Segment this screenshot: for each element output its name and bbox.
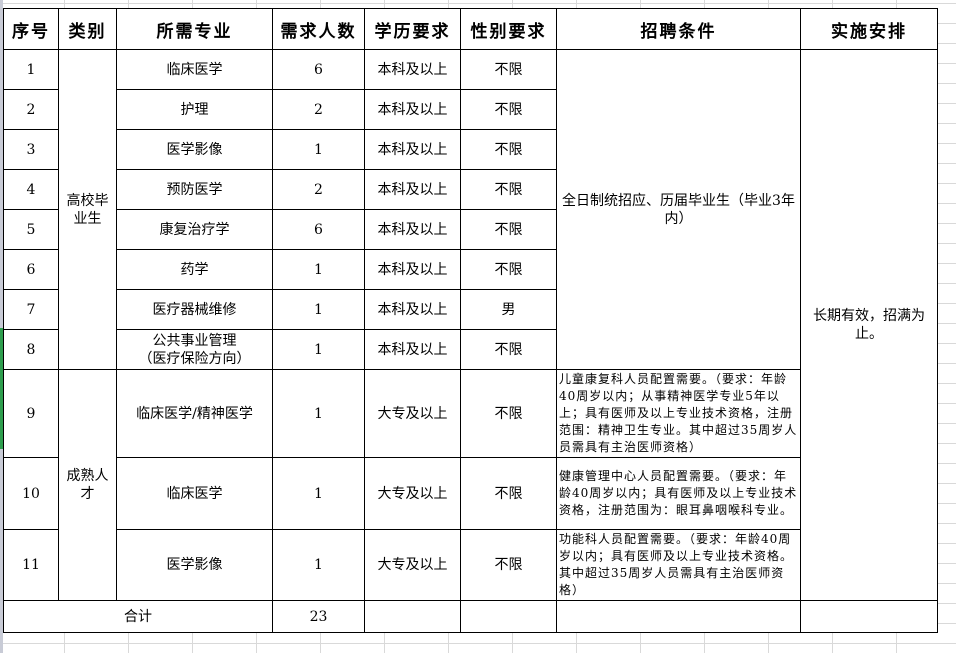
cell-major[interactable]: 临床医学 (116, 457, 273, 530)
cell-major[interactable]: 临床医学/精神医学 (116, 369, 273, 458)
cell-conditions[interactable]: 健康管理中心人员配置需要。（要求：年龄40周岁以内；具有医师及以上专业技术资格，… (556, 457, 801, 530)
cell-education[interactable]: 本科及以上 (364, 329, 461, 370)
cell-major[interactable]: 护理 (116, 89, 273, 130)
table-row: 6 药学 1 本科及以上 不限 (3, 249, 938, 290)
cell-count[interactable]: 1 (272, 129, 365, 170)
table-row: 7 医疗器械维修 1 本科及以上男 (3, 289, 938, 330)
cell-no[interactable]: 3 (3, 129, 59, 170)
cell-major[interactable]: 医学影像 (116, 129, 273, 170)
cell-count[interactable]: 1 (272, 289, 365, 330)
table-row: 8 公共事业管理 （医疗保险方向） 1 本科及以上 不限 (3, 329, 938, 370)
cell-arrangement[interactable]: 长期有效，招满为止。 (800, 49, 938, 601)
cell-education[interactable]: 本科及以上 (364, 209, 461, 250)
empty-cell[interactable] (556, 600, 801, 633)
header-major: 所需专业 (116, 8, 273, 50)
cell-count[interactable]: 1 (272, 529, 365, 601)
cell-gender[interactable]: 不限 (460, 369, 557, 458)
selected-row-marker (0, 328, 3, 449)
header-category: 类别 (58, 8, 117, 50)
cell-major[interactable]: 康复治疗学 (116, 209, 273, 250)
table-row: 11 医学影像 1 大专及以上 不限 功能科人员配置需要。（要求：年龄40周岁以内；具有医… (3, 529, 938, 601)
cell-count[interactable]: 6 (272, 49, 365, 90)
cell-no[interactable]: 8 (3, 329, 59, 370)
cell-major[interactable]: 药学 (116, 249, 273, 290)
cell-count[interactable]: 6 (272, 209, 365, 250)
header-no: 序号 (3, 8, 59, 50)
cell-no[interactable]: 2 (3, 89, 59, 130)
table-row: 3 医学影像 1 本科及以上 不限 (3, 129, 938, 170)
empty-cell[interactable] (800, 600, 938, 633)
cell-education[interactable]: 本科及以上 (364, 169, 461, 210)
cell-no[interactable]: 6 (3, 249, 59, 290)
cell-count[interactable]: 1 (272, 369, 365, 458)
cell-major[interactable]: 医学影像 (116, 529, 273, 601)
cell-gender[interactable]: 不限 (460, 249, 557, 290)
cell-education[interactable]: 大专及以上 (364, 457, 461, 530)
cell-major[interactable]: 公共事业管理 （医疗保险方向） (116, 329, 273, 370)
recruitment-table: 序号 类别 所需专业 需求人数 学历要求 性别要求 招聘条件 实施安排 1 高校毕… (3, 8, 938, 633)
table-row: 2 护理 2 本科及以上 不限 (3, 89, 938, 130)
header-arrangement: 实施安排 (800, 8, 938, 50)
cell-category[interactable]: 高校毕业生 (58, 49, 117, 370)
cell-conditions[interactable]: 全日制统招应、历届毕业生（毕业3年内） (556, 49, 801, 370)
cell-conditions[interactable]: 功能科人员配置需要。（要求：年龄40周岁以内；具有医师及以上专业技术资格。其中超… (556, 529, 801, 601)
cell-education[interactable]: 本科及以上 (364, 249, 461, 290)
cell-major[interactable]: 医疗器械维修 (116, 289, 273, 330)
cell-category[interactable]: 成熟人才 (58, 369, 117, 601)
cell-no[interactable]: 7 (3, 289, 59, 330)
cell-gender[interactable]: 不限 (460, 49, 557, 90)
cell-gender[interactable]: 不限 (460, 329, 557, 370)
cell-no[interactable]: 1 (3, 49, 59, 90)
total-label[interactable]: 合计 (3, 600, 273, 633)
table-row: 1 高校毕业生 临床医学 6 本科及以上 不限 全日制统招应、历届毕业生（毕业3年内） 长期有… (3, 49, 938, 601)
cell-count[interactable]: 1 (272, 329, 365, 370)
cell-no[interactable]: 5 (3, 209, 59, 250)
header-education: 学历要求 (364, 8, 461, 50)
cell-education[interactable]: 本科及以上 (364, 49, 461, 90)
cell-count[interactable]: 2 (272, 89, 365, 130)
cell-major[interactable]: 临床医学 (116, 49, 273, 90)
cell-gender[interactable]: 不限 (460, 457, 557, 530)
cell-no[interactable]: 9 (3, 369, 59, 458)
empty-cell[interactable] (364, 600, 461, 633)
cell-education[interactable]: 本科及以上 (364, 289, 461, 330)
total-count[interactable]: 23 (272, 600, 365, 633)
cell-gender[interactable]: 不限 (460, 209, 557, 250)
table-row: 9 成熟人才 临床医学/精神医学 1 大专及以上 不限 儿童康复科人员配置需要。（要求：年龄… (3, 369, 938, 601)
cell-count[interactable]: 2 (272, 169, 365, 210)
cell-gender[interactable]: 不限 (460, 89, 557, 130)
cell-conditions[interactable]: 儿童康复科人员配置需要。（要求：年龄40周岁以内；从事精神医学专业5年以上；具有… (556, 369, 801, 458)
cell-count[interactable]: 1 (272, 457, 365, 530)
cell-gender[interactable]: 男 (460, 289, 557, 330)
empty-cell[interactable] (460, 600, 557, 633)
cell-no[interactable]: 4 (3, 169, 59, 210)
cell-education[interactable]: 本科及以上 (364, 129, 461, 170)
cell-gender[interactable]: 不限 (460, 129, 557, 170)
total-row: 合计 23 (3, 600, 938, 633)
cell-no[interactable]: 11 (3, 529, 59, 601)
cell-education[interactable]: 本科及以上 (364, 89, 461, 130)
cell-no[interactable]: 10 (3, 457, 59, 530)
header-conditions: 招聘条件 (556, 8, 801, 50)
header-count: 需求人数 (272, 8, 365, 50)
row-header-strip (0, 0, 3, 653)
cell-education[interactable]: 大专及以上 (364, 369, 461, 458)
cell-major[interactable]: 预防医学 (116, 169, 273, 210)
table-row: 10 临床医学 1 大专及以上 不限 健康管理中心人员配置需要。（要求：年龄40周岁以内；… (3, 457, 938, 530)
cell-gender[interactable]: 不限 (460, 529, 557, 601)
cell-count[interactable]: 1 (272, 249, 365, 290)
cell-gender[interactable]: 不限 (460, 169, 557, 210)
header-gender: 性别要求 (460, 8, 557, 50)
cell-education[interactable]: 大专及以上 (364, 529, 461, 601)
table-row: 5 康复治疗学 6 本科及以上 不限 (3, 209, 938, 250)
